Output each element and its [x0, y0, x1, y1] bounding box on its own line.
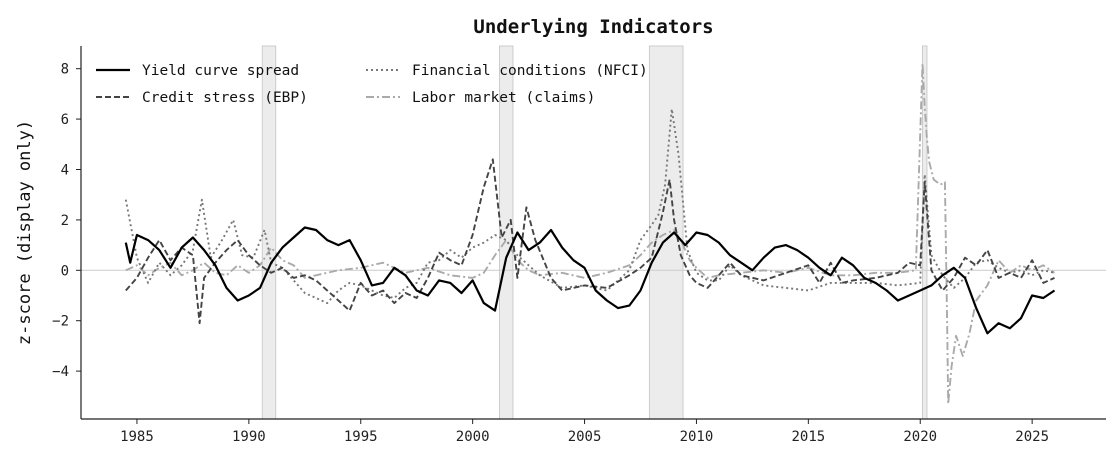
x-tick-label: 2025 — [1015, 429, 1049, 445]
x-tick-label: 2010 — [680, 429, 714, 445]
y-tick-label: 8 — [61, 62, 69, 78]
legend-label-3: Financial conditions (NFCI) — [412, 63, 648, 79]
axes: 1985 1990 1995 2000 2005 2010 2015 2020 2025 −4 −2… — [52, 46, 1106, 445]
series-line-1 — [124, 226, 1056, 335]
y-axis-label: z-score (display only) — [15, 120, 35, 345]
x-tick-label: 1995 — [344, 429, 378, 445]
y-tick-label: −4 — [52, 364, 69, 380]
legend-label-2: Credit stress (EBP) — [142, 90, 308, 106]
legend: Yield curve spread Financial conditions (… — [96, 63, 648, 106]
legend-label-4: Labor market (claims) — [412, 90, 595, 106]
x-tick-label: 2000 — [456, 429, 490, 445]
y-tick-label: 6 — [61, 112, 69, 128]
y-tick-label: 2 — [61, 213, 69, 229]
y-tick-label: −2 — [52, 314, 69, 330]
series-line-4 — [125, 62, 1056, 405]
y-tick-label: 4 — [61, 162, 69, 178]
series-line-2 — [125, 158, 1055, 325]
x-tick-label: 1985 — [120, 429, 154, 445]
series-lines — [124, 62, 1056, 405]
recession-band-3 — [648, 45, 684, 420]
x-tick-label: 1990 — [232, 429, 266, 445]
x-tick-label: 2020 — [903, 429, 937, 445]
legend-label-1: Yield curve spread — [142, 63, 299, 79]
x-tick-label: 2015 — [791, 429, 825, 445]
y-tick-label: 0 — [61, 263, 69, 279]
chart-title: Underlying Indicators — [473, 16, 713, 38]
x-tick-label: 2005 — [568, 429, 602, 445]
